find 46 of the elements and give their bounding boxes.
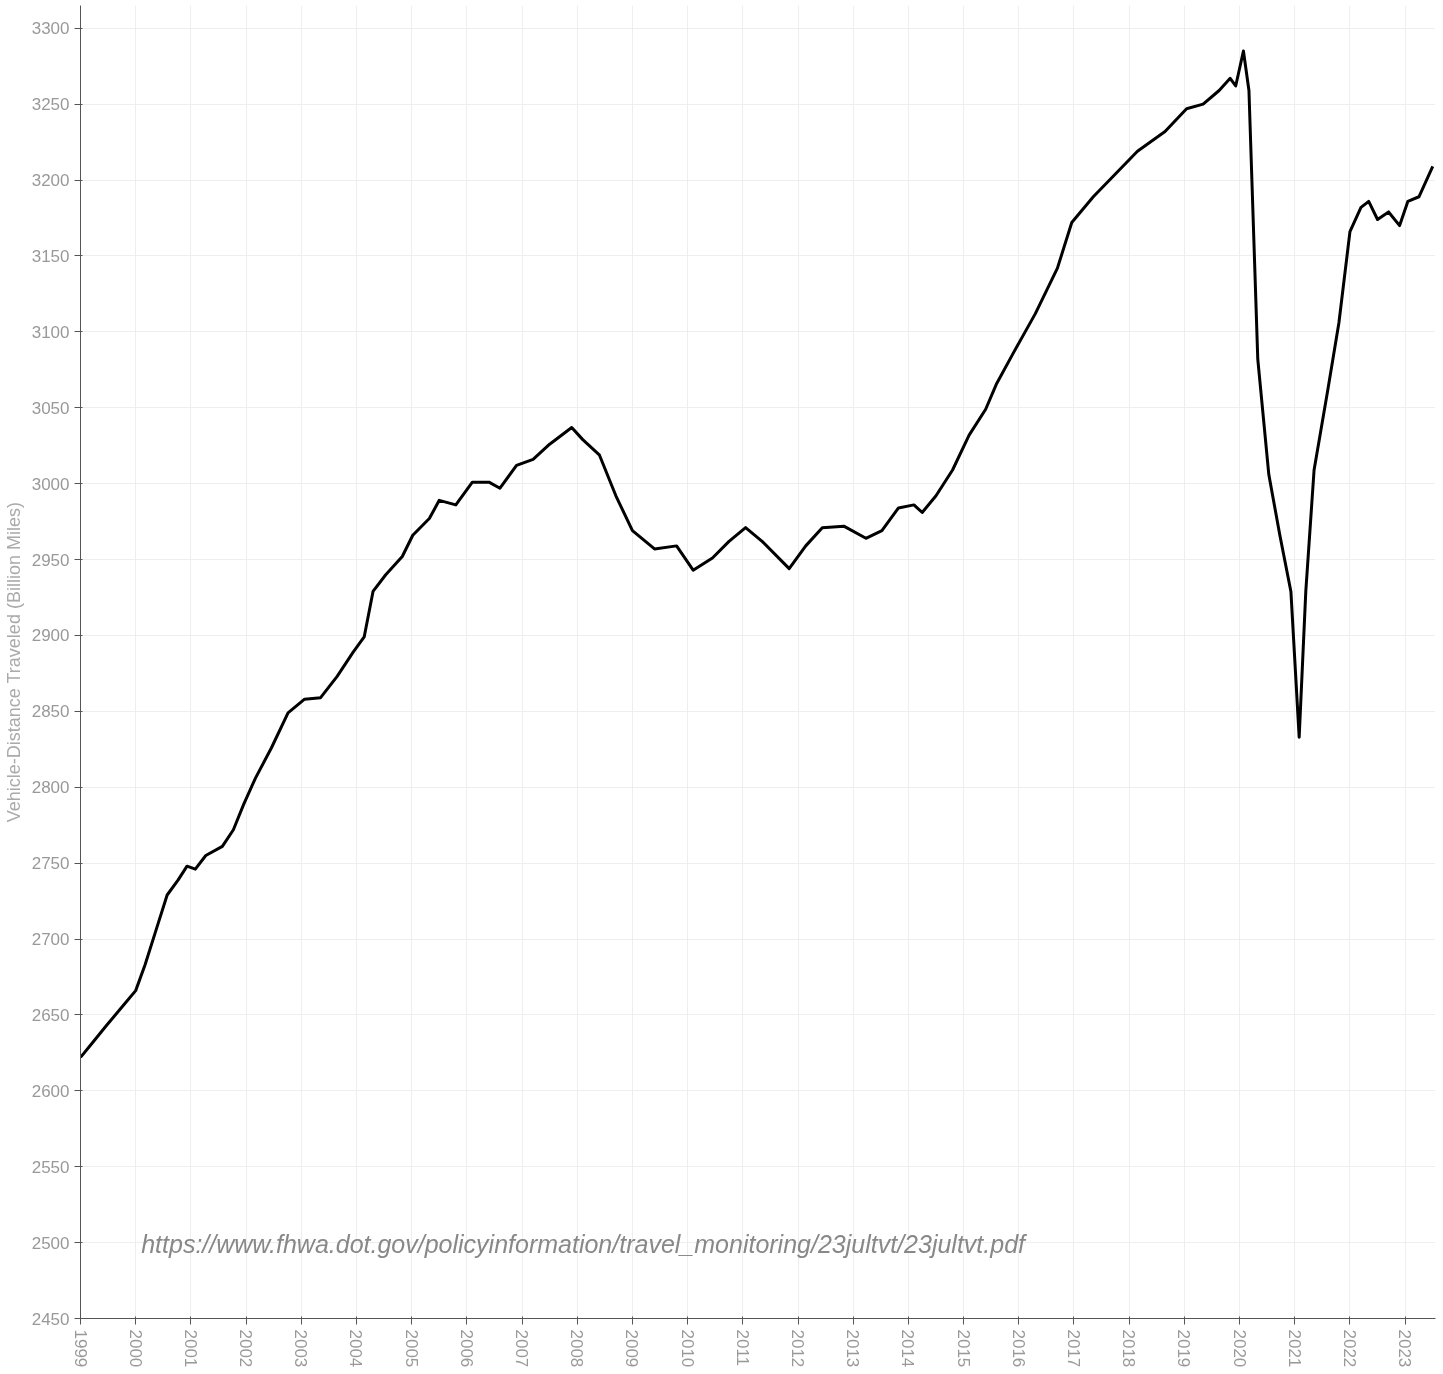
line-series [80,49,1435,1059]
y-tick-label: 2500 [31,1233,70,1253]
annotation: https://www.fhwa.dot.gov/policyinformation/travel_monitoring/23jultvt/23jultvt.pdf [141,1229,1029,1258]
x-tick-label: 2022 [1339,1329,1359,1368]
y-tick-label: 2450 [31,1309,70,1329]
x-tick-label: 2006 [456,1329,476,1368]
y-tick-label: 2600 [31,1081,70,1101]
x-tick-label: 2015 [953,1329,973,1368]
x-tick-label: 2012 [788,1329,808,1368]
y-tick-label: 3100 [31,322,70,342]
x-tick-label: 2017 [1063,1329,1083,1368]
x-tick-label: 2000 [125,1329,145,1368]
x-tick-label: 2002 [236,1329,256,1368]
y-tick-label: 2750 [31,854,70,874]
x-tick-label: 2008 [567,1329,587,1368]
y-tick-label: 3150 [31,246,70,266]
x-tick-label: 2020 [1229,1329,1249,1368]
x-tick-label: 2011 [732,1329,752,1367]
x-tick-label: 2014 [898,1329,918,1368]
y-tick-label: 2900 [31,626,70,646]
y-tick-label: 2650 [31,1005,70,1025]
x-tick-label: 2001 [180,1329,200,1368]
y-tick-label: 2700 [31,930,70,950]
x-tick-label: 2023 [1395,1329,1415,1368]
x-tick-label: 2003 [291,1329,311,1368]
y-tick-label: 3250 [31,95,70,115]
x-tick-label: 2021 [1284,1329,1304,1368]
x-tick-label: 2005 [401,1329,421,1368]
x-tick-label: 2009 [622,1329,642,1368]
y-tick-label: 3300 [31,19,70,39]
y-tick-label: 2850 [31,702,70,722]
y-tick-label: 3200 [31,171,70,191]
x-tick-label: 2010 [677,1329,697,1368]
y-tick-label: 2800 [31,778,70,798]
x-tick-label: 2016 [1008,1329,1028,1368]
x-tick-label: 2013 [843,1329,863,1368]
x-tick-label: 2004 [346,1329,366,1368]
y-axis-title: Vehicle-Distance Traveled (Billion Miles) [3,502,24,823]
y-tick-label: 3000 [31,474,70,494]
x-tick-label: 2018 [1119,1329,1139,1368]
y-tick-label: 3050 [31,398,70,418]
x-tick-label: 2007 [512,1329,532,1368]
y-tick-label: 2950 [31,550,70,570]
x-tick-label: 2019 [1174,1329,1194,1368]
y-tick-label: 2550 [31,1157,70,1177]
x-tick-label: 1999 [70,1329,90,1368]
